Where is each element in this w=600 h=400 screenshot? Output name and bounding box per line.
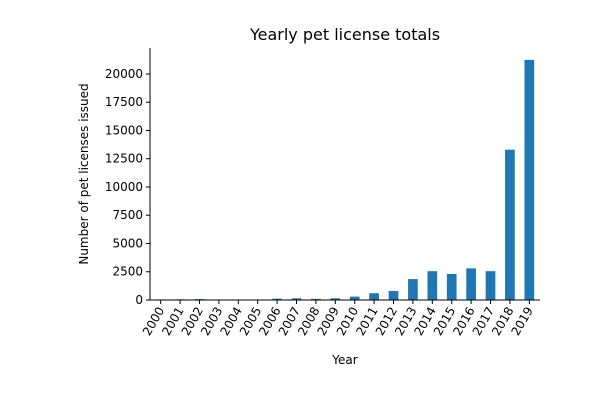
bars-group bbox=[155, 59, 535, 301]
bar-2009 bbox=[330, 298, 341, 300]
chart-title: Yearly pet license totals bbox=[249, 25, 440, 44]
y-tick-label: 2500 bbox=[112, 265, 143, 279]
bar-2010 bbox=[349, 296, 360, 300]
y-tick-label: 15000 bbox=[105, 123, 143, 137]
x-axis-label: Year bbox=[331, 353, 357, 367]
bar-2015 bbox=[446, 274, 457, 300]
y-tick-label: 5000 bbox=[112, 236, 143, 250]
y-tick-label: 0 bbox=[135, 293, 143, 307]
y-axis-ticks: 0 2500 5000 7500 10000 12500 15000 17500 20000 bbox=[105, 67, 150, 307]
bar-2014 bbox=[427, 271, 438, 300]
bar-2013 bbox=[408, 279, 418, 300]
bar-2012 bbox=[388, 290, 399, 300]
bar-2017 bbox=[485, 271, 496, 300]
bar-2016 bbox=[466, 268, 476, 300]
y-axis-label: Number of pet licenses issued bbox=[77, 83, 91, 264]
y-tick-label: 17500 bbox=[105, 95, 143, 109]
bar-2008 bbox=[311, 298, 321, 300]
bar-2011 bbox=[369, 293, 379, 300]
x-axis-ticks: 2000200120022003200420052006200720082009… bbox=[140, 300, 536, 338]
y-tick-label: 7500 bbox=[112, 208, 143, 222]
bar-2006 bbox=[272, 298, 282, 300]
bar-2007 bbox=[291, 298, 302, 300]
bar-2018 bbox=[505, 149, 515, 300]
bar-2019 bbox=[524, 59, 535, 301]
y-tick-label: 12500 bbox=[105, 152, 143, 166]
y-tick-label: 10000 bbox=[105, 180, 143, 194]
y-tick-label: 20000 bbox=[105, 67, 143, 81]
